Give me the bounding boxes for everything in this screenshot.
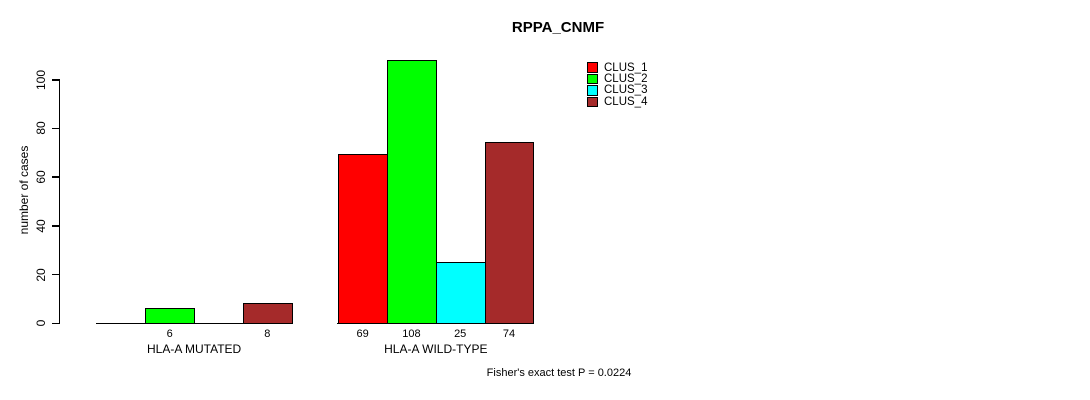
bar-clus_2 <box>387 59 437 324</box>
bar-clus_3 <box>435 261 486 324</box>
y-tick <box>51 322 59 324</box>
group-label-wild-type: HLA-A WILD-TYPE <box>384 342 488 356</box>
y-tick <box>51 225 59 227</box>
bar-clus_4 <box>242 303 293 324</box>
legend-label-clus_1: CLUS_1 <box>604 61 648 74</box>
legend-swatch-clus_3 <box>587 85 598 96</box>
y-axis-label: number of cases <box>17 145 31 235</box>
y-tick <box>51 127 59 130</box>
y-tick <box>51 79 59 81</box>
y-tick <box>51 176 59 178</box>
legend-label-clus_3: CLUS_3 <box>604 84 648 97</box>
bar-value-label: 108 <box>402 327 421 340</box>
y-tick-label: 40 <box>34 219 48 233</box>
y-tick <box>51 273 59 276</box>
bar-clus_1 <box>338 154 388 324</box>
bar-clus_2 <box>145 307 196 324</box>
chart-title: RPPA_CNMF <box>511 19 605 36</box>
legend-swatch-clus_1 <box>587 62 598 73</box>
y-axis-line <box>58 78 60 324</box>
annotation-pvalue: Fisher's exact test P = 0.0224 <box>486 367 632 379</box>
legend-label-clus_4: CLUS_4 <box>604 95 648 108</box>
bar-clus_4 <box>484 142 535 324</box>
y-tick-label: 100 <box>34 69 48 90</box>
bar-value-label: 8 <box>264 327 271 340</box>
bar-value-label: 6 <box>166 327 173 340</box>
y-tick-label: 60 <box>34 170 48 184</box>
y-tick-label: 80 <box>34 121 48 136</box>
legend-label-clus_2: CLUS_2 <box>604 73 648 86</box>
legend-swatch-clus_4 <box>587 96 598 107</box>
group-label-mutated: HLA-A MUTATED <box>146 342 242 356</box>
bar-value-label: 74 <box>502 327 516 340</box>
bar-value-label: 69 <box>356 327 369 340</box>
y-tick-label: 0 <box>34 319 48 327</box>
legend-swatch-clus_2 <box>587 73 598 85</box>
y-tick-label: 20 <box>34 267 48 282</box>
bar-value-label: 25 <box>454 327 467 340</box>
